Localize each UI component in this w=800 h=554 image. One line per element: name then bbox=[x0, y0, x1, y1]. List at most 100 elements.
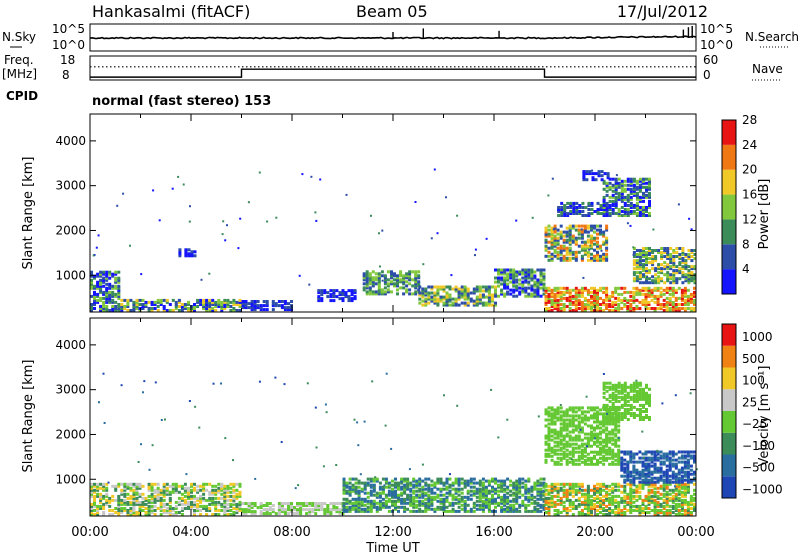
power-cell-2025 bbox=[687, 269, 691, 273]
power-cell-1503 bbox=[599, 232, 602, 236]
power-cell-1060 bbox=[602, 309, 606, 312]
power-cell-328 bbox=[256, 300, 260, 303]
velocity-cell-186 bbox=[144, 496, 148, 500]
velocity-cell-1088 bbox=[466, 497, 470, 501]
velocity-cell-377 bbox=[205, 504, 209, 508]
power-cell-898 bbox=[544, 286, 548, 290]
velocity-cell-500 bbox=[244, 502, 248, 505]
power-cell-400 bbox=[347, 289, 351, 293]
velocity-cell-1911 bbox=[544, 412, 548, 416]
power-cell-335 bbox=[265, 308, 269, 312]
velocity-cell-1176 bbox=[491, 499, 494, 503]
power-cell-1380 bbox=[565, 232, 569, 236]
velocity-cell-2033 bbox=[565, 440, 569, 444]
velocity-cell-95 bbox=[120, 507, 124, 510]
power-cell-1960 bbox=[669, 247, 673, 250]
velocity-cell-2451 bbox=[623, 387, 627, 391]
power-cell-1046 bbox=[596, 303, 599, 306]
power-cell-1333 bbox=[553, 234, 557, 238]
velocity-cell-1628 bbox=[617, 507, 621, 510]
power-cell-1673 bbox=[617, 181, 621, 185]
velocity-cell-545 bbox=[280, 506, 284, 510]
power-cell-1015 bbox=[586, 307, 590, 310]
velocity-cell-1838 bbox=[677, 496, 681, 500]
velocity-cell-1301 bbox=[524, 491, 528, 495]
velocity-cell-1614 bbox=[611, 482, 615, 486]
velocity-cell-294 bbox=[177, 500, 181, 504]
velocity-cell-2320 bbox=[614, 438, 618, 442]
power-cell-367 bbox=[320, 297, 324, 301]
power-cell-1763 bbox=[638, 187, 642, 191]
power-cell-459 bbox=[377, 278, 381, 282]
power-cell-1779 bbox=[642, 179, 645, 183]
power-cell-202 bbox=[177, 309, 181, 312]
power-cell-51 bbox=[102, 307, 106, 310]
power-cell-5 bbox=[90, 286, 93, 290]
velocity-cell-1032 bbox=[448, 483, 452, 487]
velocity-cell-1446 bbox=[565, 509, 569, 512]
velocity-cell-470 bbox=[232, 488, 236, 492]
velocity-cell-2334 bbox=[617, 460, 621, 464]
velocity-cell-1120 bbox=[475, 487, 479, 491]
velocity-cell-1601 bbox=[608, 492, 612, 496]
velocity-cell-379 bbox=[205, 488, 209, 492]
velocity-cell-972 bbox=[430, 487, 434, 491]
velocity-cell-1035 bbox=[451, 507, 455, 511]
velocity-cell-1464 bbox=[568, 484, 572, 488]
velocity-cell-504 bbox=[247, 504, 251, 507]
power-cell-1498 bbox=[599, 258, 602, 262]
velocity-cell-1263 bbox=[515, 507, 519, 511]
velocity-cell-466 bbox=[232, 498, 236, 502]
velocity-cell-1596 bbox=[608, 507, 612, 510]
velocity-cell-1526 bbox=[586, 490, 590, 494]
power-cell-538 bbox=[414, 282, 418, 286]
power-cell-1994 bbox=[678, 247, 682, 250]
power-cell-251 bbox=[211, 298, 215, 302]
velocity-cell-700 bbox=[357, 499, 361, 503]
power-cell-85 bbox=[108, 294, 112, 298]
velocity-cell-2400 bbox=[614, 416, 618, 419]
power-cell-119 bbox=[117, 309, 121, 312]
power-cell-128 bbox=[117, 286, 121, 290]
power-cell-1813 bbox=[632, 261, 636, 265]
velocity-cell-430 bbox=[223, 507, 227, 510]
velocity-cell-1729 bbox=[647, 492, 651, 496]
power-cell-1860 bbox=[645, 279, 648, 283]
velocity-cell-755 bbox=[372, 493, 376, 497]
velocity-cell-535 bbox=[271, 504, 275, 507]
velocity-cell-1663 bbox=[629, 511, 633, 514]
power-cell-1388 bbox=[568, 246, 572, 250]
power-cell-487 bbox=[390, 272, 393, 276]
velocity-cell-2025 bbox=[565, 462, 569, 466]
velocity-cell-1686 bbox=[635, 509, 639, 512]
velocity-cell-1930 bbox=[547, 412, 551, 416]
power-cell-1886 bbox=[651, 275, 655, 279]
velocity-cell-2694 bbox=[662, 480, 666, 484]
velocity-cell-1894 bbox=[693, 502, 696, 506]
velocity-cell-2676 bbox=[656, 470, 660, 474]
velocity-cell-1147 bbox=[481, 483, 485, 487]
velocity-cell-248 bbox=[162, 492, 166, 496]
power-cell-456 bbox=[377, 284, 381, 288]
velocity-cell-2356 bbox=[602, 405, 606, 409]
power-cell-1081 bbox=[608, 294, 612, 298]
velocity-cell-2201 bbox=[596, 460, 599, 464]
power-cell-986 bbox=[574, 290, 578, 294]
power-cell-1418 bbox=[574, 224, 578, 228]
velocity-cell-2221 bbox=[599, 456, 602, 460]
power-cell-1125 bbox=[629, 303, 633, 306]
velocity-cell-1473 bbox=[571, 488, 575, 492]
power-cell-1111 bbox=[623, 303, 627, 306]
velocity-cell-2113 bbox=[577, 420, 581, 424]
velocity-cell-970 bbox=[430, 491, 434, 495]
power-cell-1584 bbox=[593, 210, 597, 213]
velocity-cell-2610 bbox=[638, 472, 642, 476]
velocity-cell-1394 bbox=[550, 504, 554, 508]
velocity-cell-2458 bbox=[626, 408, 630, 411]
power-cell-342 bbox=[271, 300, 275, 303]
power-cell-464 bbox=[380, 290, 384, 294]
velocity-cell-1819 bbox=[674, 513, 678, 516]
power-cell-1865 bbox=[645, 267, 648, 271]
velocity-cell-1438 bbox=[562, 494, 566, 498]
velocity-cell-9 bbox=[90, 488, 93, 492]
